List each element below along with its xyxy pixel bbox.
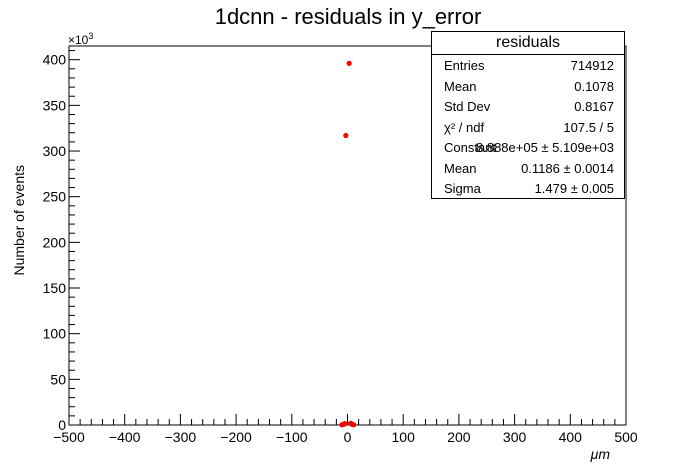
stats-row: Std Dev 0.8167 (432, 96, 624, 117)
y-tick-label: 400 (43, 52, 67, 68)
x-tick-label: −200 (220, 429, 252, 445)
y-axis-ticks: 0 50 100 150 200 250 300 350 400 (43, 50, 80, 433)
x-tick-label: 200 (447, 429, 471, 445)
data-point (342, 421, 348, 427)
stats-row-value: 8.888e+05 ± 5.109e+03 (476, 140, 614, 155)
y-axis-label: Number of events (11, 165, 27, 276)
x-tick-label: −300 (165, 429, 197, 445)
x-tick-label: 100 (392, 429, 416, 445)
x-tick-label: −500 (53, 429, 85, 445)
stats-row-value: 714912 (570, 58, 614, 73)
y-tick-label: 150 (43, 280, 67, 296)
x-axis-ticks: −500 −400 −300 −200 −100 0 100 200 300 400 500 (53, 414, 638, 445)
stats-row-key: Entries (444, 58, 485, 73)
stats-row: Constant 8.888e+05 ± 5.109e+03 (432, 137, 624, 158)
x-tick-label: 500 (614, 429, 638, 445)
y-tick-label: 350 (43, 97, 67, 113)
y-axis-multiplier-exponent: 3 (88, 31, 93, 41)
stats-row: Mean 0.1078 (432, 76, 624, 97)
x-axis-label: μm (590, 446, 611, 462)
stats-row: Sigma 1.479 ± 0.005 (432, 178, 624, 199)
stats-row: Mean 0.1186 ± 0.0014 (432, 158, 624, 179)
x-tick-label: 400 (559, 429, 583, 445)
y-tick-label: 300 (43, 143, 67, 159)
x-tick-label: 300 (503, 429, 527, 445)
stats-row-value: 0.1078 (574, 78, 614, 94)
data-point (346, 60, 352, 66)
stats-row-key: Sigma (444, 181, 481, 196)
stats-row-key: Std Dev (444, 99, 491, 114)
x-tick-label: 0 (344, 429, 352, 445)
stats-row-value: 0.8167 (574, 99, 614, 114)
x-tick-label: −100 (276, 429, 308, 445)
y-tick-label: 100 (43, 326, 67, 342)
stats-row-value: 107.5 / 5 (563, 119, 614, 135)
y-tick-label: 200 (43, 234, 67, 250)
stats-row: Entries 714912 (432, 55, 624, 76)
y-tick-label: 0 (58, 417, 66, 433)
stats-row-value: 1.479 ± 0.005 (534, 181, 614, 196)
stats-row-key: Mean (444, 78, 477, 94)
data-point (351, 422, 357, 428)
stats-row-key: Mean (444, 160, 477, 176)
data-point (343, 132, 349, 139)
y-tick-label: 50 (50, 371, 66, 387)
chart-title: 1dcnn - residuals in y_error (215, 4, 482, 29)
stats-box: residuals Entries 714912 Mean 0.1078 Std Dev… (431, 31, 625, 199)
data-points (339, 60, 357, 428)
stats-row: χ² / ndf 107.5 / 5 (432, 117, 624, 138)
x-tick-label: −400 (109, 429, 141, 445)
stats-row-value: 0.1186 ± 0.0014 (521, 160, 614, 176)
stats-box-title: residuals (432, 32, 624, 55)
y-tick-label: 250 (43, 189, 67, 205)
y-axis-multiplier: ×103 (68, 31, 93, 47)
stats-row-key: Constant (444, 140, 497, 155)
stats-row-key: χ² / ndf (444, 119, 485, 135)
